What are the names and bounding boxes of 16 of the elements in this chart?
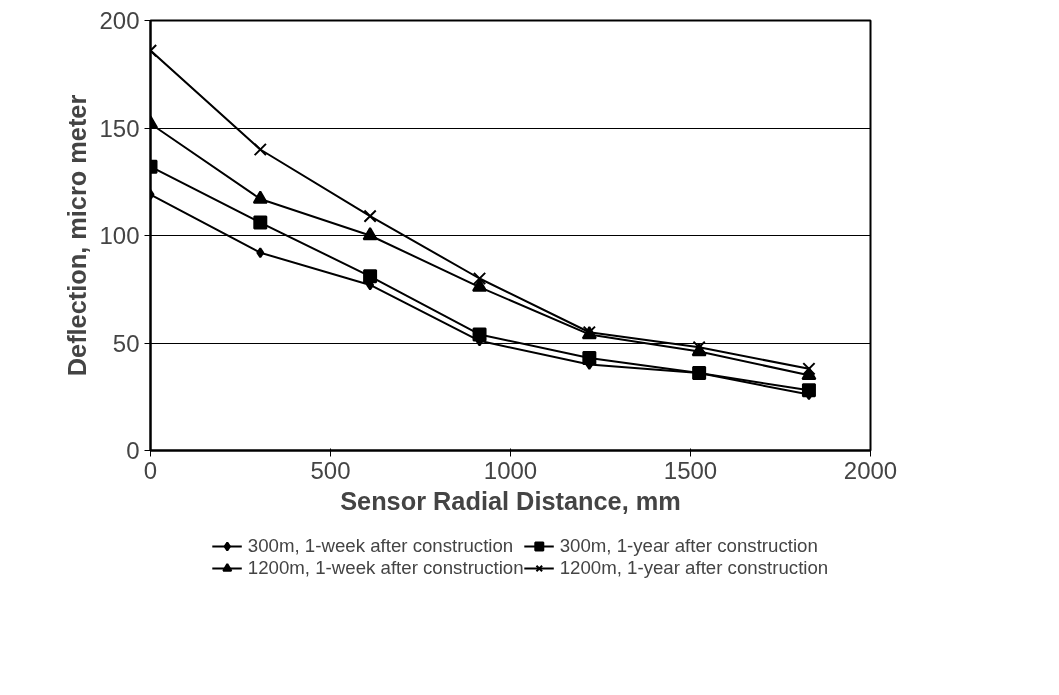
legend-label: 300m, 1-year after construction [559, 535, 818, 557]
x-tick-label: 500 [310, 456, 351, 484]
x-tick-label: 2000 [843, 456, 898, 484]
y-tick-label: 200 [99, 7, 140, 34]
legend-label: 1200m, 1-week after construction [247, 557, 524, 579]
legend-label: 300m, 1-week after construction [247, 535, 514, 557]
y-tick-label: 150 [99, 114, 140, 142]
x-axis-title: Sensor Radial Distance, mm [340, 486, 681, 515]
legend-label: 1200m, 1-year after construction [559, 557, 829, 579]
y-tick-label: 100 [99, 222, 140, 249]
x-tick-label: 1500 [663, 456, 718, 484]
y-tick-label: 0 [126, 437, 140, 464]
y-axis-title: Deflection, micro meter [63, 94, 92, 377]
x-tick-label: 0 [143, 456, 158, 484]
x-tick-label: 1000 [483, 456, 538, 484]
y-tick-label: 50 [112, 329, 140, 357]
